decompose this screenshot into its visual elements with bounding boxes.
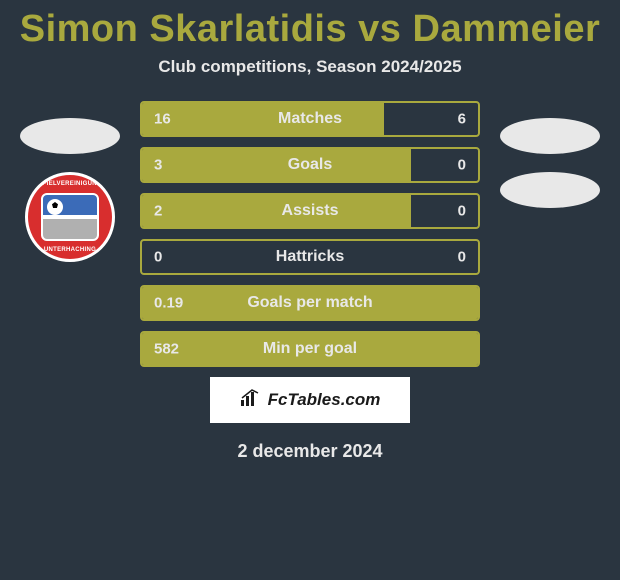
stat-bar: 2 Assists 0 (140, 193, 480, 229)
subtitle: Club competitions, Season 2024/2025 (0, 57, 620, 77)
stat-label: Goals (288, 156, 332, 174)
date: 2 december 2024 (0, 441, 620, 462)
logo-top-text: SPIELVEREINIGUNG (28, 181, 112, 187)
player2-placeholder-icon (500, 118, 600, 154)
stat-value-right: 0 (458, 249, 466, 266)
stat-bar-fill (142, 103, 384, 135)
stat-bar-fill (142, 149, 411, 181)
stat-value-left: 0 (154, 249, 162, 266)
stat-label: Goals per match (247, 294, 372, 312)
right-player-badges (500, 118, 600, 226)
watermark: FcTables.com (210, 377, 410, 423)
stat-value-left: 16 (154, 111, 171, 128)
stat-value-left: 2 (154, 203, 162, 220)
club-logo: SPIELVEREINIGUNG UNTERHACHING (25, 172, 115, 262)
chart-icon (240, 389, 262, 412)
stat-value-right: 0 (458, 203, 466, 220)
stat-bar-fill (142, 195, 411, 227)
watermark-text: FcTables.com (268, 390, 381, 410)
soccer-ball-icon (47, 199, 63, 215)
stat-value-left: 0.19 (154, 295, 183, 312)
club2-placeholder-icon (500, 172, 600, 208)
stat-bar: 3 Goals 0 (140, 147, 480, 183)
stat-value-left: 582 (154, 341, 179, 358)
stat-label: Min per goal (263, 340, 357, 358)
player1-placeholder-icon (20, 118, 120, 154)
stat-bar: 582 Min per goal (140, 331, 480, 367)
stat-bar: 16 Matches 6 (140, 101, 480, 137)
stat-bar: 0.19 Goals per match (140, 285, 480, 321)
stat-bar: 0 Hattricks 0 (140, 239, 480, 275)
logo-inner-panel-icon (41, 193, 99, 241)
left-player-badges: SPIELVEREINIGUNG UNTERHACHING (20, 118, 120, 262)
page-title: Simon Skarlatidis vs Dammeier (0, 8, 620, 51)
stat-value-left: 3 (154, 157, 162, 174)
stat-bars: 16 Matches 6 3 Goals 0 2 Assists 0 0 Hattricks 0 0.1… (140, 101, 480, 367)
stat-label: Assists (282, 202, 339, 220)
stat-value-right: 0 (458, 157, 466, 174)
stat-value-right: 6 (458, 111, 466, 128)
logo-bottom-text: UNTERHACHING (28, 247, 112, 253)
stat-label: Matches (278, 110, 342, 128)
stat-label: Hattricks (276, 248, 344, 266)
